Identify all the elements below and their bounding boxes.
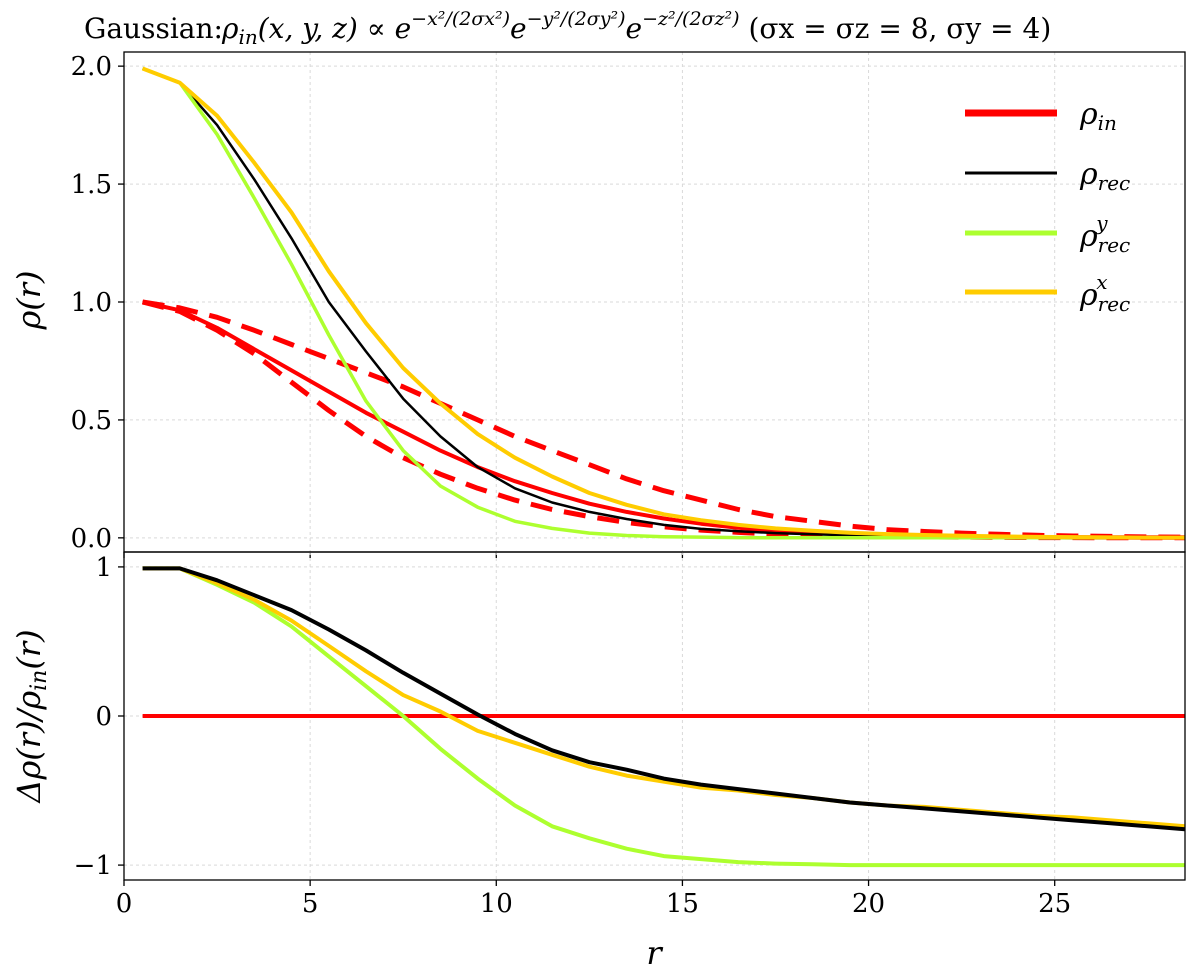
series-line-rho-rec-y [141, 66, 1185, 540]
x-tick-label: 10 [480, 889, 513, 919]
x-tick-label: 5 [302, 889, 319, 919]
legend-label-rho-rec-y: ρrecy [1079, 211, 1130, 257]
x-axis-label: r [646, 934, 663, 972]
legend-label-rho-rec: ρrec [1079, 157, 1130, 195]
y-tick-label: −1 [74, 851, 112, 881]
series-line-rho-in-dash-x [142, 299, 1186, 540]
y-tick-label: 1.5 [71, 170, 112, 200]
top-grid [124, 52, 1185, 552]
x-ticks: 0 5 10 15 20 25 [116, 880, 1071, 919]
title-prefix: Gaussian: [84, 12, 223, 45]
x-tick-label: 25 [1038, 889, 1071, 919]
legend-label-rho-in: ρin [1079, 97, 1117, 135]
legend-label-rho-rec-x: ρrecx [1079, 270, 1130, 316]
bottom-panel: −101 0 5 10 15 20 25 Δρ(r)/ρin(r) r [10, 551, 1186, 972]
series-line-rho-rec-x [141, 66, 1185, 540]
x-tick-label: 0 [116, 889, 133, 919]
y-tick-label: 1 [95, 553, 112, 583]
title-formula: ρin(x, y, z) ∝ e−x²/(2σx²)e−y²/(2σy²)e−z… [221, 8, 1051, 49]
bottom-y-axis-label: Δρ(r)/ρin(r) [10, 629, 52, 804]
top-panel: 0.0 0.5 1.0 1.5 2.0 ρ(r) ρin ρrec ρrecy ρrec… [10, 51, 1186, 558]
y-tick-label: 1.0 [71, 288, 112, 318]
top-y-ticks: 0.0 0.5 1.0 1.5 2.0 [71, 52, 1056, 558]
bottom-series [142, 566, 1186, 868]
y-tick-label: 0 [95, 702, 112, 732]
series-line-rho-rec [142, 67, 1185, 540]
top-y-axis-label: ρ(r) [10, 270, 48, 330]
y-tick-label: 2.0 [71, 52, 112, 82]
series-line-rho-rec [142, 566, 1186, 832]
x-tick-label: 20 [852, 889, 885, 919]
chart-title: Gaussian: ρin(x, y, z) ∝ e−x²/(2σx²)e−y²… [84, 8, 1051, 49]
y-tick-label: 0.5 [71, 406, 112, 436]
bottom-y-ticks: −1 0 1 [74, 553, 124, 881]
top-series [141, 66, 1186, 541]
series-line-rho-rec-x [142, 566, 1186, 829]
y-tick-label: 0.0 [71, 524, 112, 554]
series-line-rho-rec-y [142, 566, 1185, 868]
legend: ρin ρrec ρrecy ρrecx [965, 97, 1130, 316]
x-tick-label: 15 [666, 889, 699, 919]
